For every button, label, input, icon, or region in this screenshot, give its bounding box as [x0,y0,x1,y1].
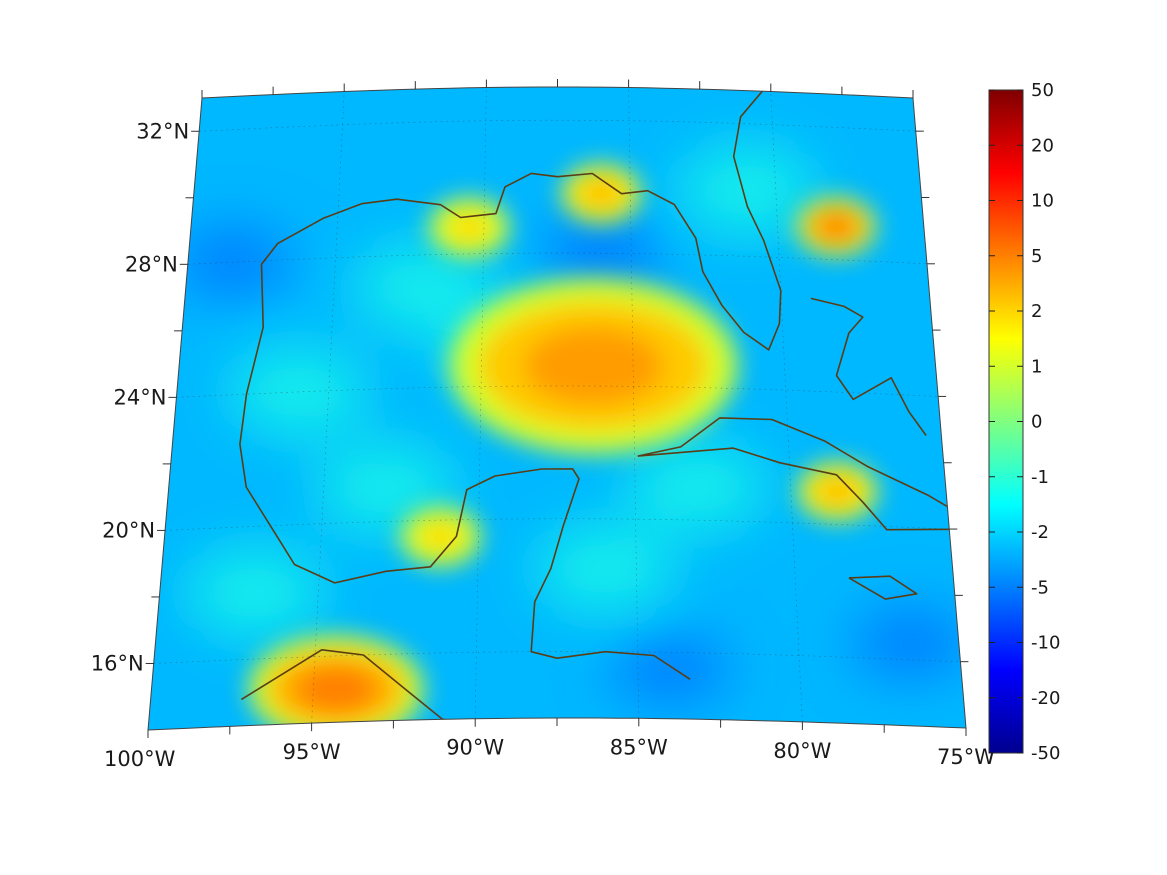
colorbar-label-minus-1: -1 [1031,467,1049,488]
colorbar-ticks [989,89,1023,754]
colorbar-label-10: 10 [1031,191,1054,212]
lon-label-95w: 95°W [283,740,341,764]
coastline-5 [810,297,927,436]
coastline-4 [848,575,918,600]
map-frame [145,79,969,738]
colorbar-label-minus-50: -50 [1031,743,1060,764]
coastline-1 [239,264,691,680]
frame-ticks [145,79,969,738]
colorbar-label-minus-5: -5 [1031,577,1049,598]
lon-label-75w: 75°W [937,745,995,769]
coastline-3 [637,417,966,531]
latitude-labels: 16°N 20°N 24°N 28°N 32°N [91,119,189,675]
colorbar-label-minus-10: -10 [1031,633,1060,654]
colorbar-label-50: 50 [1031,80,1054,101]
lat-label-28n: 28°N [125,252,178,276]
lat-label-32n: 32°N [136,119,189,143]
colorbar-label-minus-20: -20 [1031,688,1060,709]
lat-label-20n: 20°N [102,518,155,542]
coastline-2 [260,90,782,351]
colorbar-label-2: 2 [1031,301,1042,322]
colorbar-label-5: 5 [1031,246,1042,267]
lat-label-24n: 24°N [113,385,166,409]
lon-label-85w: 85°W [610,735,668,759]
lon-label-80w: 80°W [773,739,831,763]
lon-label-100w: 100°W [104,747,176,771]
longitude-labels: 100°W 95°W 90°W 85°W 80°W 75°W [104,735,995,771]
colorbar-label-20: 20 [1031,135,1054,156]
colorbar: 50 20 10 5 2 1 0 -1 -2 -5 -10 -20 -50 [988,80,1060,764]
field-layer [172,145,966,730]
colorbar-label-0: 0 [1031,412,1042,433]
colorbar-labels: 50 20 10 5 2 1 0 -1 -2 -5 -10 -20 -50 [1031,80,1060,764]
colorbar-label-1: 1 [1031,356,1042,377]
lon-label-90w: 90°W [446,736,504,760]
lat-label-16n: 16°N [91,651,144,675]
colorbar-label-minus-2: -2 [1031,522,1049,543]
